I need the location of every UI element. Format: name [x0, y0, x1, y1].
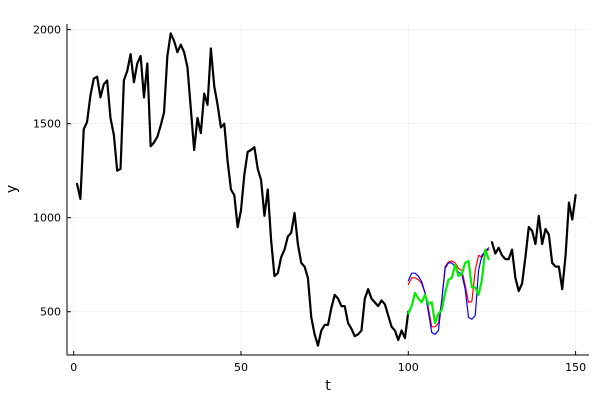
y-tick-label: 2000	[33, 24, 61, 37]
series-line-5	[407, 248, 490, 325]
grid	[67, 24, 589, 355]
axes	[66, 24, 589, 356]
series-line-2	[490, 194, 577, 293]
x-tick-label: 0	[70, 361, 77, 374]
y-tick-label: 1500	[33, 118, 61, 131]
series-layer	[75, 32, 577, 347]
y-ticks: 500 1000 1500 2000	[33, 24, 71, 319]
x-tick-label: 150	[565, 361, 586, 374]
series-line-4	[407, 247, 490, 335]
y-tick-label: 500	[40, 306, 61, 319]
x-tick-label: 100	[398, 361, 419, 374]
y-axis-label: y	[4, 185, 20, 193]
series-line-1	[75, 32, 410, 347]
y-tick-label: 1000	[33, 212, 61, 225]
x-tick-label: 50	[234, 361, 248, 374]
x-axis-label: t	[325, 378, 331, 394]
x-ticks: 0 50 100 150	[70, 351, 586, 374]
